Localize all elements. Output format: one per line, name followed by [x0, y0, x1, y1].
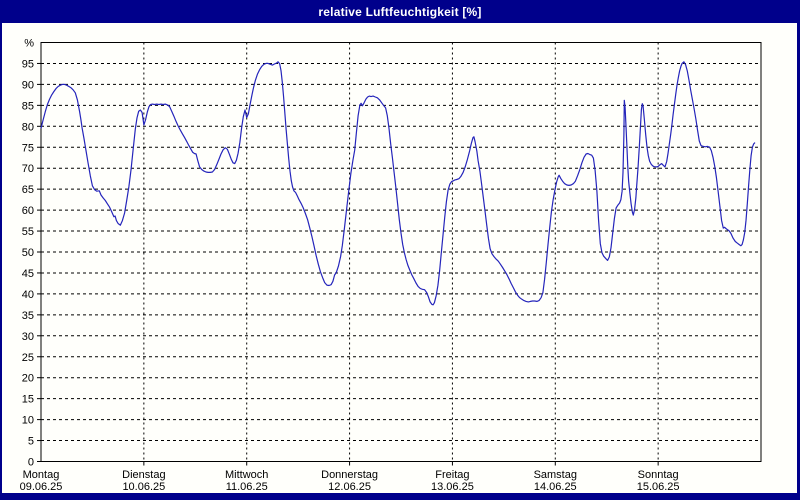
y-tick-label: 50	[22, 247, 34, 259]
x-date-label: 15.06.25	[637, 481, 680, 493]
y-tick-label: 95	[22, 58, 34, 70]
y-tick-label: 0	[28, 457, 34, 469]
x-day-label: Sonntag	[638, 469, 679, 481]
y-tick-label: 5	[28, 436, 34, 448]
y-tick-label: 40	[22, 289, 34, 301]
plot-frame	[40, 42, 762, 462]
y-tick-label: 30	[22, 331, 34, 343]
y-tick-label: 85	[22, 100, 34, 112]
x-day-label: Donnerstag	[321, 469, 378, 481]
x-date-label: 10.06.25	[122, 481, 165, 493]
window-border-right	[797, 0, 800, 500]
x-date-label: 13.06.25	[431, 481, 474, 493]
window-border-left	[0, 0, 2, 500]
x-date-label: 14.06.25	[534, 481, 577, 493]
x-day-label: Mittwoch	[225, 469, 268, 481]
y-tick-label: 15	[22, 394, 34, 406]
y-tick-label: 65	[22, 184, 34, 196]
y-tick-label: 55	[22, 226, 34, 238]
y-tick-label: 80	[22, 121, 34, 133]
y-tick-label: 20	[22, 373, 34, 385]
x-day-label: Samstag	[534, 469, 577, 481]
y-tick-label: 70	[22, 163, 34, 175]
y-tick-label: 45	[22, 268, 34, 280]
title-bar: relative Luftfeuchtigkeit [%]	[0, 0, 800, 23]
x-day-label: Freitag	[435, 469, 469, 481]
y-tick-label: 60	[22, 205, 34, 217]
x-date-label: 11.06.25	[226, 481, 268, 493]
x-date-label: 12.06.25	[328, 481, 371, 493]
x-date-label: 09.06.25	[20, 481, 63, 493]
y-tick-label: 25	[22, 352, 34, 364]
y-axis-unit-label: %	[24, 38, 34, 50]
x-day-label: Montag	[23, 469, 60, 481]
y-tick-label: 90	[22, 79, 34, 91]
y-tick-label: 35	[22, 310, 34, 322]
window-title: relative Luftfeuchtigkeit [%]	[318, 4, 482, 19]
x-day-label: Dienstag	[122, 469, 165, 481]
y-tick-label: 75	[22, 142, 34, 154]
window-border-bottom	[0, 493, 800, 500]
humidity-line	[40, 61, 756, 306]
y-tick-label: 10	[22, 415, 34, 427]
